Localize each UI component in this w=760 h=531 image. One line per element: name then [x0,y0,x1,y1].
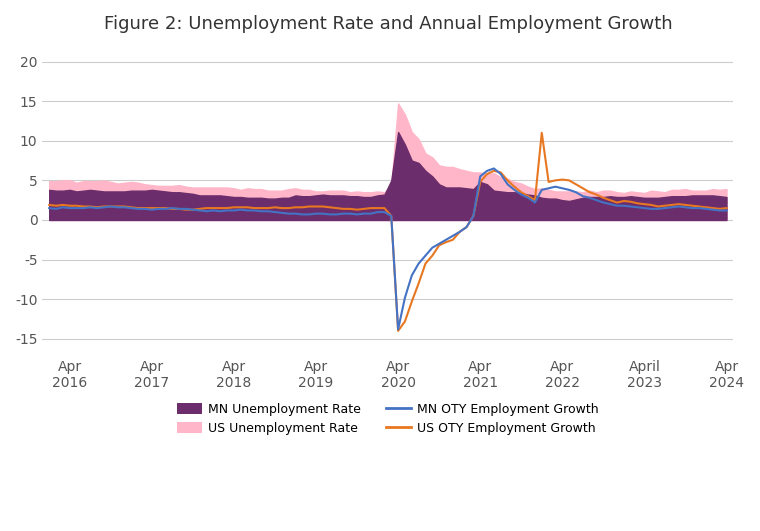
Legend: MN Unemployment Rate, US Unemployment Rate, MN OTY Employment Growth, US OTY Emp: MN Unemployment Rate, US Unemployment Ra… [177,402,599,435]
Title: Figure 2: Unemployment Rate and Annual Employment Growth: Figure 2: Unemployment Rate and Annual E… [103,15,672,33]
